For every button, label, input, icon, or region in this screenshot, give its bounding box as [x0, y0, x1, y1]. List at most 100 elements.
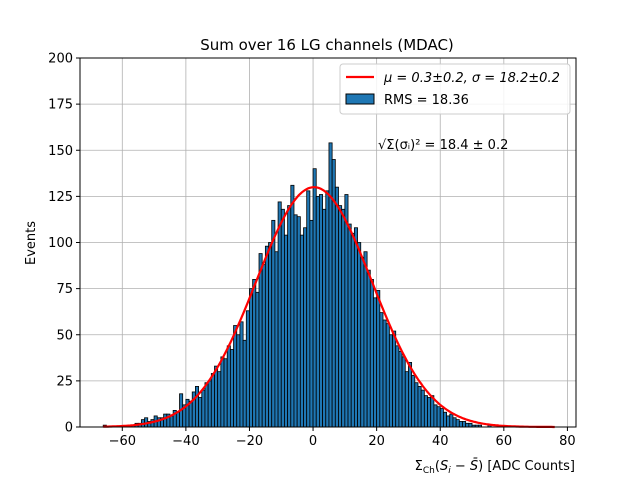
histogram-bar [229, 349, 234, 428]
histogram-bar [299, 234, 304, 428]
histogram-bar [214, 365, 219, 428]
histogram-bar [255, 291, 260, 428]
histogram-bar [344, 194, 349, 428]
histogram-bar [201, 389, 206, 428]
histogram-bar [210, 373, 215, 428]
histogram-bar [411, 374, 416, 428]
histogram-bar [433, 404, 438, 428]
histogram-bar [280, 208, 285, 428]
fit-curve [103, 186, 555, 429]
y-tick-label: 25 [56, 374, 73, 389]
y-tick-label: 0 [65, 421, 73, 436]
y-tick-label: 50 [56, 328, 73, 343]
legend-hist-label: RMS = 18.36 [384, 93, 469, 108]
histogram-bar [417, 386, 422, 428]
histogram-bar [264, 245, 269, 428]
histogram-bar [261, 264, 266, 428]
histogram-bar [388, 334, 393, 428]
histogram-bar [306, 190, 311, 428]
histogram-bar [401, 356, 406, 428]
y-axis-label: Events [24, 221, 39, 265]
histogram-bar [427, 397, 432, 428]
y-tick-label: 200 [48, 52, 73, 67]
histogram-bar [357, 242, 362, 428]
x-tick-label: 20 [368, 434, 385, 449]
histogram-bar [284, 234, 289, 428]
x-tick-label: −20 [236, 434, 263, 449]
y-ticks: 0 25 50 75 100 125 150 175 200 [48, 52, 80, 436]
histogram-bar [366, 269, 371, 428]
y-tick-label: 125 [48, 190, 73, 205]
histogram-bar [334, 186, 339, 428]
histogram-bar [436, 406, 441, 428]
histogram-bar [268, 242, 273, 428]
histogram-bar [338, 205, 343, 428]
histogram-bar [315, 195, 320, 428]
histogram-bar [258, 253, 263, 428]
histogram-bar [293, 214, 298, 428]
histogram-bar [350, 232, 355, 428]
x-tick-label: 80 [559, 434, 576, 449]
histogram-bar [309, 219, 314, 428]
histogram-bar [233, 325, 238, 428]
histogram-bar [207, 380, 212, 428]
histogram-bar [322, 208, 327, 428]
histogram-bar [188, 400, 193, 428]
histogram-bar [404, 371, 409, 428]
histogram-bar [223, 358, 228, 428]
histogram-bar [408, 362, 413, 428]
histogram-bar [226, 345, 231, 428]
bars [102, 142, 492, 428]
histogram-bar [163, 413, 168, 428]
histogram-bar [452, 417, 457, 428]
histogram-bar [245, 310, 250, 428]
histogram-bar [398, 350, 403, 428]
x-tick-label: −40 [172, 434, 199, 449]
histogram-bar [312, 168, 317, 428]
histogram-bar [392, 330, 397, 428]
x-tick-label: 60 [496, 434, 513, 449]
histogram-bar [363, 251, 368, 428]
legend: μ = 0.3±0.2, σ = 18.2±0.2 RMS = 18.36 [339, 63, 571, 115]
histogram-bar [382, 319, 387, 428]
histogram-bar [296, 216, 301, 428]
x-axis-label: ΣCh(Si − S̄) [ADC Counts] [415, 459, 575, 476]
x-tick-label: 40 [432, 434, 449, 449]
histogram-bar [204, 382, 209, 428]
histogram-bar [319, 194, 323, 428]
histogram-bar [385, 323, 390, 428]
histogram-bar [455, 419, 460, 428]
histogram-bar [443, 411, 447, 428]
histogram-bar [373, 297, 378, 428]
histogram-bar [353, 227, 358, 428]
histogram-bar [239, 321, 244, 428]
histogram-bar [328, 142, 333, 428]
histogram-bar [449, 413, 454, 428]
histogram-bar [423, 395, 428, 428]
x-tick-label: −60 [109, 434, 136, 449]
histogram-bar [217, 371, 222, 428]
x-tick-label: 0 [309, 434, 317, 449]
histogram-bar [290, 184, 295, 428]
histogram-bar [395, 345, 400, 428]
histogram-bar [249, 288, 254, 428]
y-tick-label: 100 [48, 236, 73, 251]
legend-hist-swatch [345, 93, 375, 105]
histogram-bar [446, 415, 451, 428]
y-tick-label: 150 [48, 144, 73, 159]
histogram-bar [169, 415, 174, 428]
histogram-bar [274, 251, 279, 428]
histogram-bar [458, 421, 463, 428]
histogram-bar [414, 382, 419, 428]
chart-title: Sum over 16 LG channels (MDAC) [200, 36, 454, 54]
y-tick-label: 175 [48, 98, 73, 113]
histogram-bar [287, 205, 292, 428]
histogram-bar [277, 201, 282, 428]
histogram-bar [195, 386, 199, 428]
histogram-bar [220, 356, 225, 428]
histogram-bar [325, 190, 330, 428]
histogram-bar [236, 334, 241, 428]
legend-fit-label: μ = 0.3±0.2, σ = 18.2±0.2 [383, 71, 560, 86]
histogram-bar [341, 208, 346, 428]
